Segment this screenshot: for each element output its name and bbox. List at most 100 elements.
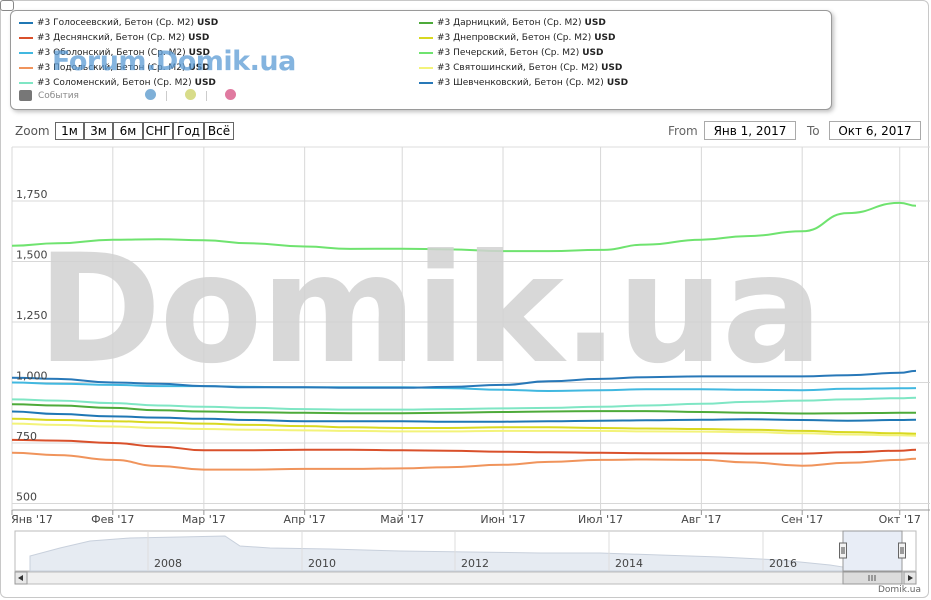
legend-swatch bbox=[419, 81, 433, 84]
legend-events[interactable]: События bbox=[19, 90, 79, 101]
legend-swatch bbox=[419, 21, 433, 24]
legend-item[interactable]: #3 Печерский, Бетон (Ср. М2) USD bbox=[419, 45, 604, 60]
y-tick-label: 1,500 bbox=[16, 249, 48, 262]
credit-link[interactable]: Domik.ua bbox=[878, 585, 921, 595]
series-line[interactable] bbox=[11, 451, 917, 471]
x-tick-label: Июл '17 bbox=[578, 513, 623, 526]
legend-item[interactable]: #3 Шевченковский, Бетон (Ср. М2) USD bbox=[419, 75, 628, 90]
legend-label: #3 Деснянский, Бетон (Ср. М2) bbox=[37, 32, 186, 43]
y-tick-label: 750 bbox=[16, 430, 37, 443]
legend-item[interactable]: #3 Святошинский, Бетон (Ср. М2) USD bbox=[419, 60, 622, 75]
x-tick-label: Янв '17 bbox=[11, 513, 53, 526]
legend-unit: USD bbox=[594, 32, 616, 43]
legend-label: #3 Днепровский, Бетон (Ср. М2) bbox=[437, 32, 592, 43]
event-marker[interactable] bbox=[225, 89, 236, 100]
event-marker[interactable] bbox=[145, 89, 156, 100]
watermark-domik: Domik.ua bbox=[37, 223, 823, 397]
legend-swatch bbox=[19, 66, 33, 69]
legend-item[interactable]: #3 Голосеевский, Бетон (Ср. М2) USD bbox=[19, 15, 218, 30]
range-to-input[interactable]: Окт 6, 2017 bbox=[829, 121, 921, 140]
legend-label: #3 Подольский, Бетон (Ср. М2) bbox=[37, 62, 186, 73]
legend-label: #3 Оболонский, Бетон (Ср. М2) bbox=[37, 47, 186, 58]
zoom-label: Zoom bbox=[15, 124, 50, 138]
watermark-forum: Forum.Domik.ua bbox=[52, 46, 296, 77]
zoom-button[interactable]: 3м bbox=[84, 122, 113, 140]
navigator-handle[interactable] bbox=[839, 542, 847, 559]
x-tick-label: Июн '17 bbox=[480, 513, 525, 526]
legend-divider bbox=[206, 91, 207, 101]
legend-label: #3 Соломенский, Бетон (Ср. М2) bbox=[37, 77, 192, 88]
series-line[interactable] bbox=[11, 410, 917, 423]
series-line[interactable] bbox=[11, 369, 917, 389]
navigator-area bbox=[29, 535, 844, 572]
legend-label: #3 Голосеевский, Бетон (Ср. М2) bbox=[37, 17, 194, 28]
navigator-year-label: 2014 bbox=[615, 557, 643, 570]
x-tick-label: Май '17 bbox=[380, 513, 424, 526]
legend-swatch bbox=[419, 36, 433, 39]
navigator-year-label: 2008 bbox=[154, 557, 182, 570]
x-tick-label: Фев '17 bbox=[91, 513, 134, 526]
y-tick-label: 1,250 bbox=[16, 309, 48, 322]
y-tick-label: 500 bbox=[16, 491, 37, 504]
legend-item[interactable]: #3 Подольский, Бетон (Ср. М2) USD bbox=[19, 60, 210, 75]
arrow-right-icon bbox=[908, 575, 913, 581]
legend-item[interactable]: #3 Днепровский, Бетон (Ср. М2) USD bbox=[419, 30, 616, 45]
range-from-input[interactable]: Янв 1, 2017 bbox=[704, 121, 796, 140]
legend-unit: USD bbox=[606, 77, 629, 88]
arrow-left-icon bbox=[18, 575, 23, 581]
legend-swatch bbox=[19, 51, 33, 54]
series-line[interactable] bbox=[11, 381, 917, 392]
legend-unit: USD bbox=[601, 62, 623, 73]
navigator-selection[interactable] bbox=[842, 530, 903, 572]
series-line[interactable] bbox=[11, 403, 916, 415]
legend-label: #3 Шевченковский, Бетон (Ср. М2) bbox=[437, 77, 604, 88]
navigator-scrollbar[interactable] bbox=[14, 571, 917, 585]
legend-label: #3 Святошинский, Бетон (Ср. М2) bbox=[437, 62, 599, 73]
x-tick-label: Мар '17 bbox=[182, 513, 226, 526]
series-line[interactable] bbox=[11, 396, 917, 411]
event-marker[interactable] bbox=[185, 89, 196, 100]
legend: #3 Голосеевский, Бетон (Ср. М2) USD #3 Дес… bbox=[10, 10, 832, 110]
legend-swatch bbox=[419, 51, 433, 54]
legend-item[interactable]: #3 Оболонский, Бетон (Ср. М2) USD bbox=[19, 45, 210, 60]
navigator-year-label: 2010 bbox=[308, 557, 336, 570]
series-line[interactable] bbox=[11, 417, 917, 435]
range-to-label: To bbox=[807, 124, 820, 138]
series-line[interactable] bbox=[11, 438, 917, 455]
legend-swatch bbox=[19, 21, 33, 24]
legend-divider bbox=[166, 91, 167, 101]
legend-swatch bbox=[419, 66, 433, 69]
navigator-handle[interactable] bbox=[898, 542, 906, 559]
menu-corner-button[interactable] bbox=[0, 0, 14, 11]
legend-unit: USD bbox=[582, 47, 604, 58]
x-tick-label: Апр '17 bbox=[284, 513, 326, 526]
x-tick-label: Сен '17 bbox=[781, 513, 823, 526]
zoom-button[interactable]: Всё bbox=[204, 122, 234, 140]
legend-unit: USD bbox=[194, 77, 216, 88]
x-tick-label: Окт '17 bbox=[879, 513, 921, 526]
navigator-year-label: 2016 bbox=[769, 557, 797, 570]
legend-label: #3 Дарницкий, Бетон (Ср. М2) bbox=[437, 17, 582, 28]
legend-label: #3 Печерский, Бетон (Ср. М2) bbox=[437, 47, 580, 58]
legend-swatch bbox=[19, 81, 33, 84]
series-line[interactable] bbox=[11, 422, 917, 437]
legend-unit: USD bbox=[188, 62, 210, 73]
legend-item[interactable]: #3 Дарницкий, Бетон (Ср. М2) USD bbox=[419, 15, 606, 30]
legend-unit: USD bbox=[188, 32, 210, 43]
legend-item[interactable]: #3 Соломенский, Бетон (Ср. М2) USD bbox=[19, 75, 216, 90]
zoom-button[interactable]: 1м bbox=[55, 122, 84, 140]
x-tick-label: Авг '17 bbox=[681, 513, 721, 526]
zoom-button[interactable]: Год bbox=[173, 122, 204, 140]
zoom-button[interactable]: 6м bbox=[113, 122, 143, 140]
series-line[interactable] bbox=[11, 201, 917, 253]
legend-unit: USD bbox=[196, 17, 219, 28]
legend-unit: USD bbox=[584, 17, 606, 28]
zoom-button[interactable]: СНГ bbox=[143, 122, 173, 140]
legend-item[interactable]: #3 Деснянский, Бетон (Ср. М2) USD bbox=[19, 30, 209, 45]
y-tick-label: 1,000 bbox=[16, 370, 48, 383]
events-toggle-icon bbox=[19, 90, 32, 101]
y-tick-label: 1,750 bbox=[16, 188, 48, 201]
events-label: События bbox=[38, 90, 79, 101]
